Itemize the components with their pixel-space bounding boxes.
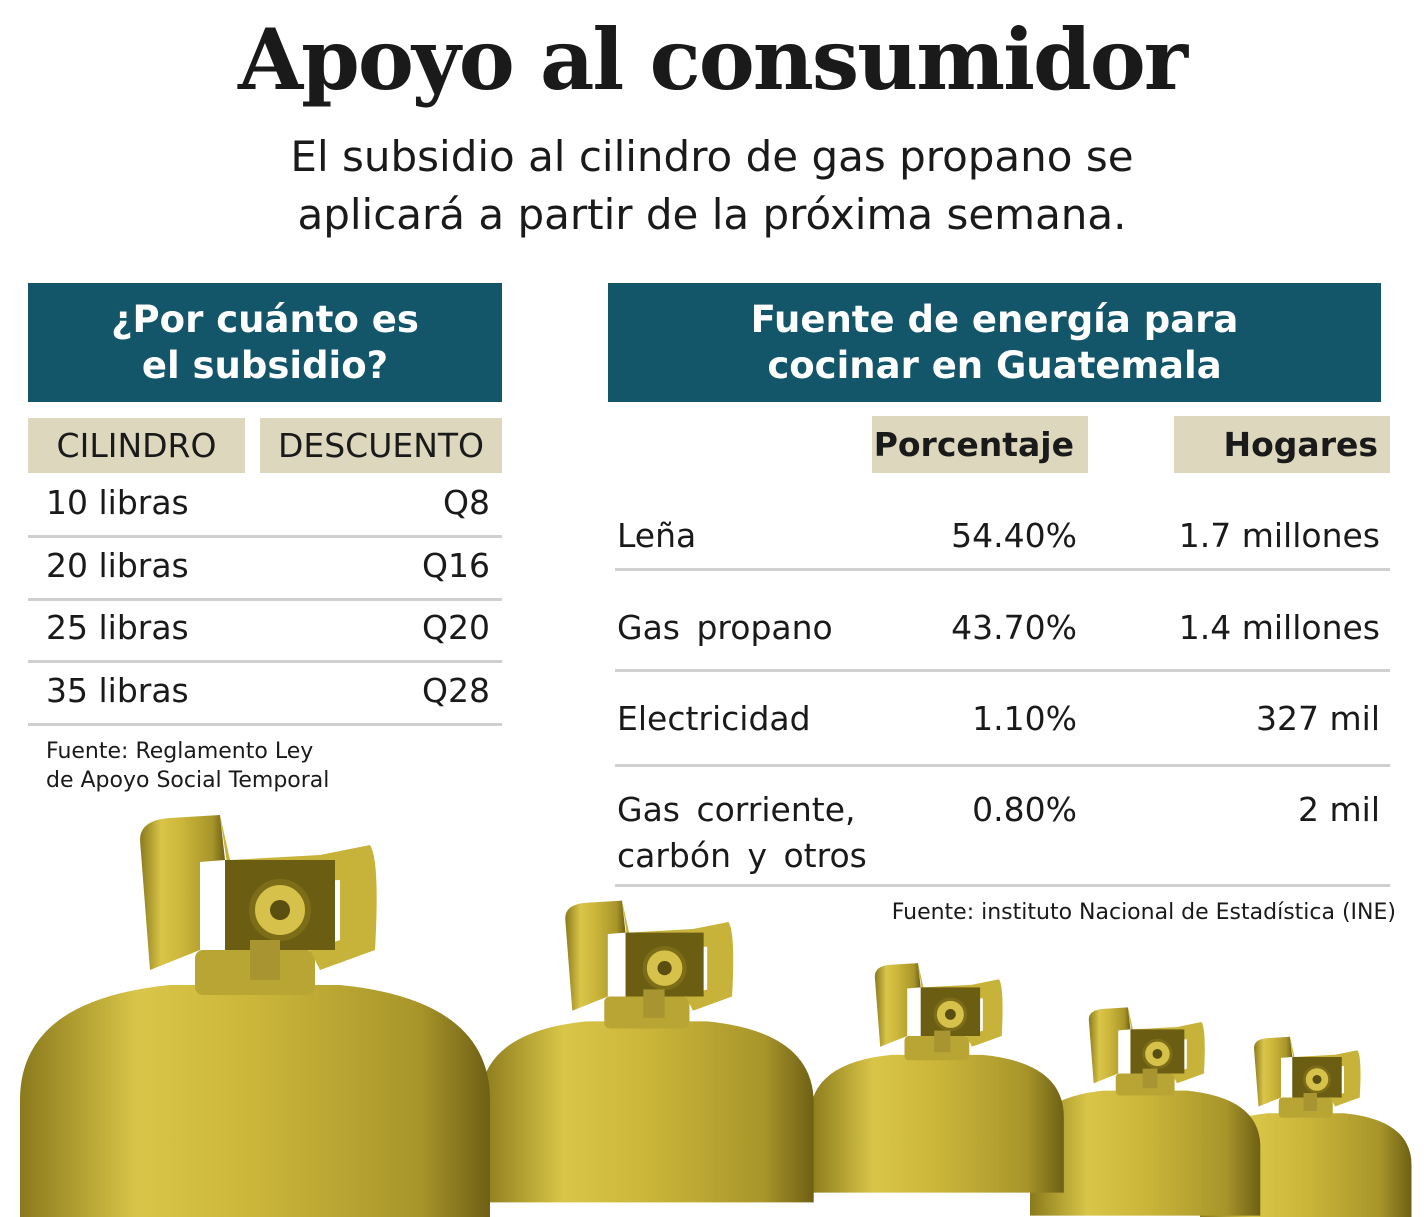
row-separator <box>28 597 502 601</box>
row-separator <box>28 722 502 726</box>
source: Fuente: instituto Nacional de Estadístic… <box>891 900 1396 925</box>
source: Fuente: Reglamento Ley de Apoyo Social T… <box>46 737 329 795</box>
cell: 0.80% <box>972 790 1077 829</box>
cell: 2 mil <box>1298 790 1380 829</box>
cell: 1.10% <box>972 699 1077 738</box>
source-line: de Apoyo Social Temporal <box>46 768 330 793</box>
cylinder <box>808 961 1066 1195</box>
cell: Q28 <box>422 670 490 710</box>
cell: Q8 <box>443 483 490 522</box>
row-separator <box>615 568 1390 571</box>
row-separator <box>615 884 1390 887</box>
header-line: ¿Por cuánto es <box>111 297 419 341</box>
section-header: ¿Por cuánto es el subsidio? <box>28 283 502 402</box>
row-separator <box>615 764 1390 767</box>
header-line: el subsidio? <box>141 343 389 387</box>
cell: Electricidad <box>617 699 811 738</box>
title: Apoyo al consumidor <box>237 10 1188 109</box>
cell: 1.7 millones <box>1178 516 1380 555</box>
column-header: Porcentaje <box>872 416 1088 473</box>
cell: Gas corriente, carbón y otros <box>617 790 867 875</box>
header-line: cocinar en Guatemala <box>767 343 1222 387</box>
cell: Gas propano <box>617 608 833 647</box>
row-separator <box>28 660 502 663</box>
cell: Leña <box>617 516 697 555</box>
cell: 54.40% <box>951 516 1077 555</box>
cell: 25 libras <box>46 608 189 647</box>
source-line: Fuente: Reglamento Ley <box>46 739 314 764</box>
cell: 35 libras <box>46 670 189 710</box>
subtitle: El subsidio al cilindro de gas propano s… <box>290 132 1134 181</box>
cell: 1.4 millones <box>1178 608 1380 647</box>
column-header: DESCUENTO <box>260 418 502 473</box>
cell: 327 mil <box>1256 699 1380 738</box>
column-header: Hogares <box>1174 416 1390 473</box>
cell: Q16 <box>422 545 490 585</box>
cell: 43.70% <box>951 608 1077 647</box>
cell: Q20 <box>422 608 490 647</box>
subtitle: aplicará a partir de la próxima semana. <box>297 190 1127 239</box>
row-separator <box>615 669 1390 672</box>
section-header: Fuente de energía para cocinar en Guatem… <box>608 283 1381 402</box>
column-header: CILINDRO <box>28 418 245 473</box>
cylinder <box>480 901 814 1203</box>
cylinder <box>1028 1005 1262 1217</box>
header-line: Fuente de energía para <box>750 297 1239 341</box>
cell: 20 libras <box>46 545 189 585</box>
cell: 10 libras <box>46 483 189 522</box>
row-separator <box>28 535 502 538</box>
cylinder <box>20 815 490 1217</box>
